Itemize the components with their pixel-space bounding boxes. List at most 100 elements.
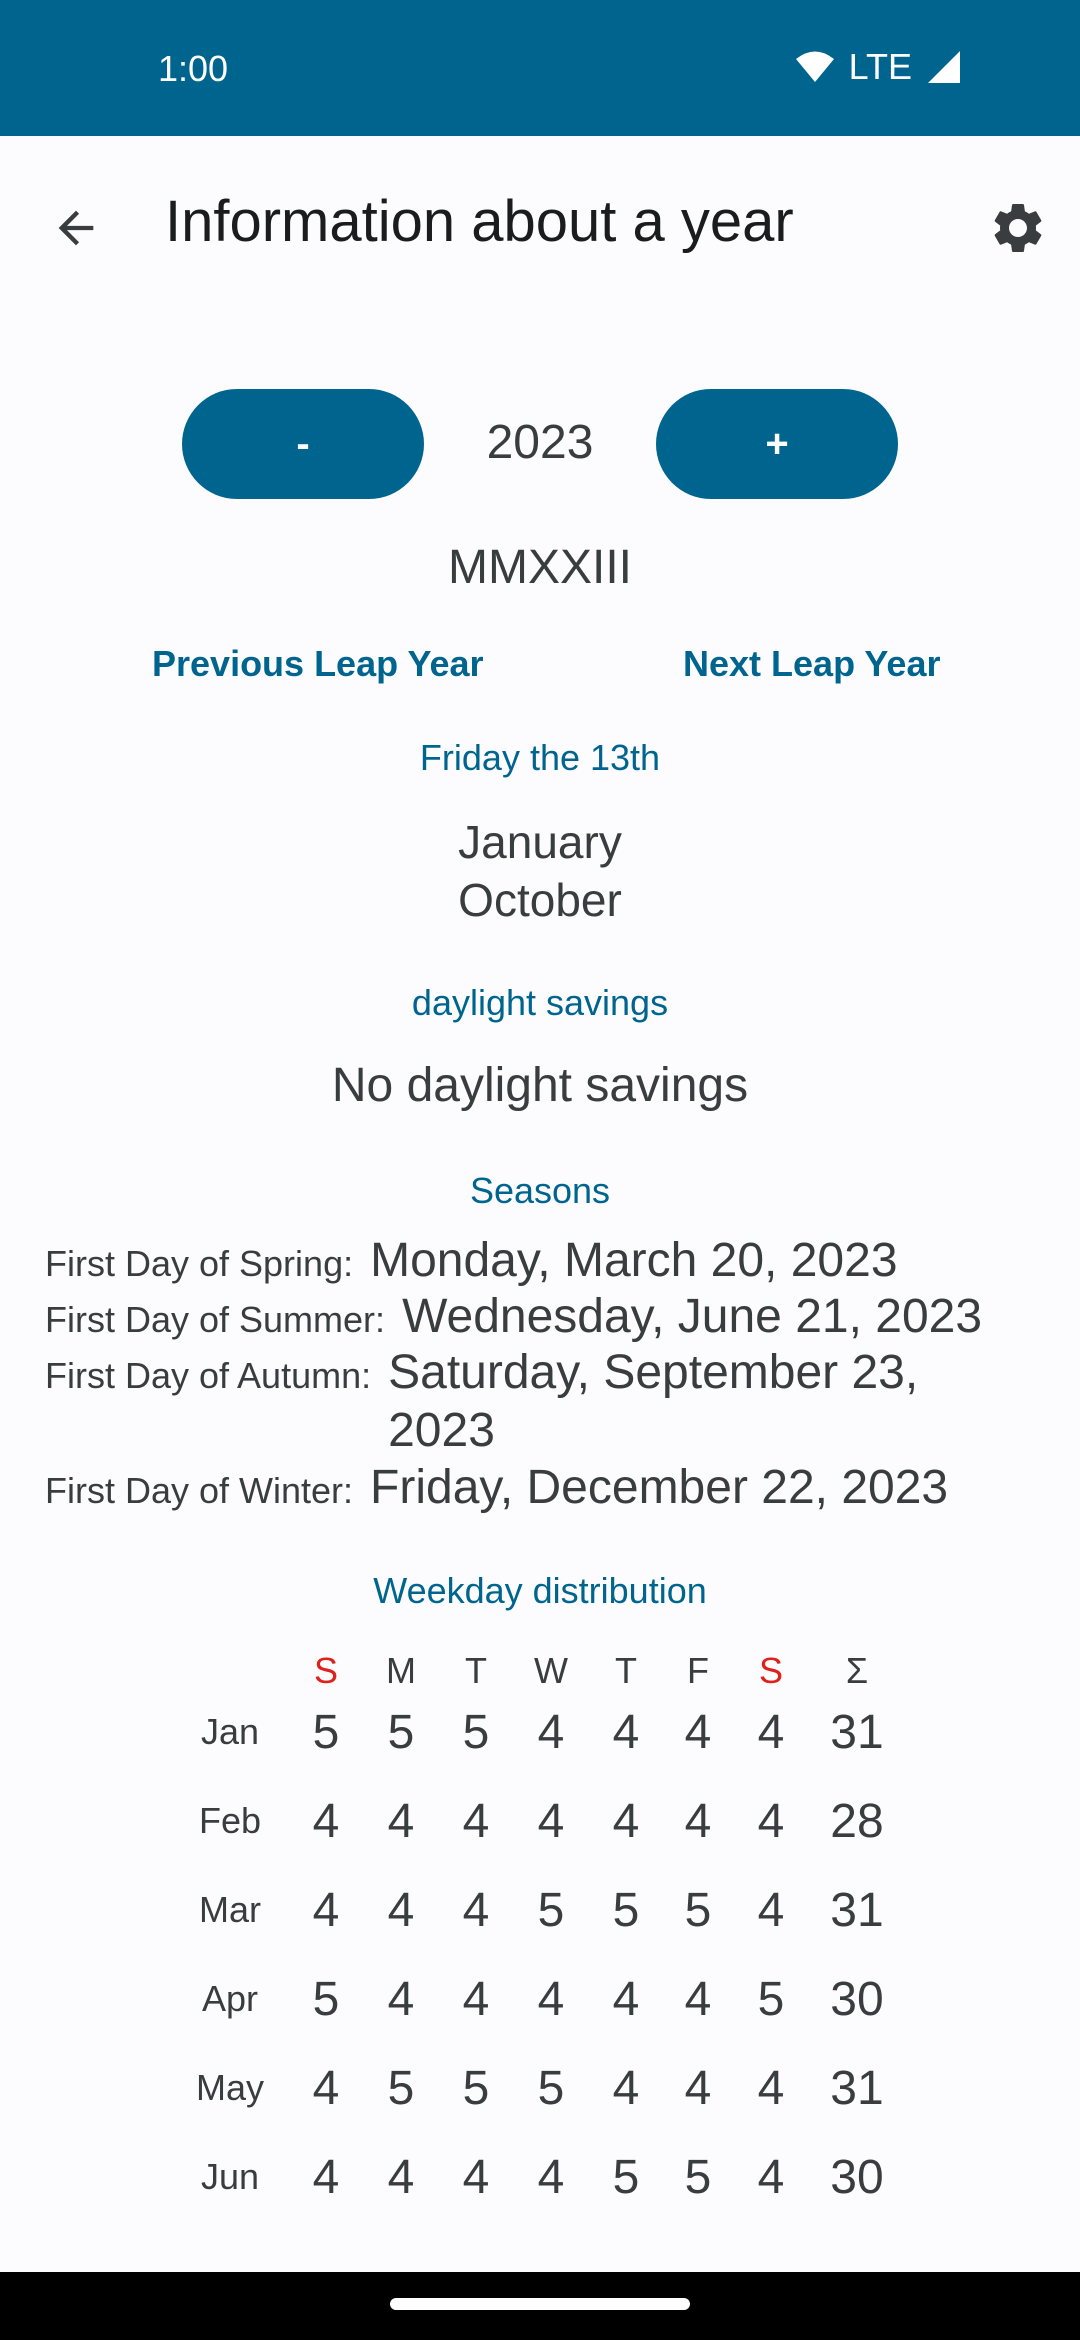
weekday-count: 4: [612, 1706, 640, 1759]
weekday-count: 4: [312, 1884, 340, 1937]
season-row-autumn: First Day of Autumn: Saturday, September…: [45, 1344, 978, 1460]
weekday-count: 5: [462, 1706, 490, 1759]
weekday-count: 5: [684, 2151, 712, 2204]
signal-icon: [926, 49, 962, 85]
weekday-count: 31: [830, 2062, 884, 2115]
weekday-count: 4: [757, 2151, 785, 2204]
weekday-count: 4: [537, 1795, 565, 1848]
weekday-header: F: [687, 1650, 709, 1691]
back-button[interactable]: [40, 192, 112, 264]
weekday-count: 4: [387, 2151, 415, 2204]
year-value: 2023: [486, 416, 594, 469]
weekday-count: 4: [387, 1973, 415, 2026]
friday13-month: October: [458, 874, 622, 926]
weekday-distribution-title: Weekday distribution: [373, 1570, 707, 1611]
season-label: First Day of Spring:: [45, 1243, 354, 1284]
month-label: Jun: [200, 2156, 260, 2197]
weekday-count: 4: [462, 1884, 490, 1937]
season-value: Monday, March 20, 2023: [370, 1234, 898, 1287]
weekday-header: M: [386, 1650, 416, 1691]
month-label: Mar: [199, 1889, 261, 1930]
decrement-year-button[interactable]: -: [182, 389, 424, 499]
weekday-count: 4: [757, 1706, 785, 1759]
weekday-count: 5: [684, 1884, 712, 1937]
weekday-count: 4: [537, 1706, 565, 1759]
weekday-header: S: [758, 1650, 783, 1691]
weekday-count: 4: [537, 1973, 565, 2026]
status-icons: LTE: [795, 46, 962, 88]
weekday-count: 31: [830, 1884, 884, 1937]
weekday-count: 4: [684, 2062, 712, 2115]
gear-icon: [994, 204, 1042, 252]
navigation-bar: [0, 2272, 1080, 2340]
home-handle[interactable]: [390, 2298, 690, 2310]
weekday-count: 4: [612, 1795, 640, 1848]
weekday-count: 30: [830, 1973, 884, 2026]
season-value: Wednesday, June 21, 2023: [402, 1290, 983, 1343]
weekday-count: 4: [684, 1795, 712, 1848]
month-label: Feb: [198, 1800, 262, 1841]
season-label: First Day of Summer:: [45, 1299, 386, 1340]
increment-year-button[interactable]: +: [656, 389, 898, 499]
friday13-title: Friday the 13th: [419, 737, 661, 778]
month-label: Jan: [200, 1711, 260, 1752]
season-row-summer: First Day of Summer: Wednesday, June 21,…: [45, 1288, 982, 1346]
weekday-count: 4: [387, 1795, 415, 1848]
settings-button[interactable]: [982, 192, 1054, 264]
previous-leap-year-button[interactable]: Previous Leap Year: [152, 643, 484, 684]
weekday-count: 4: [684, 1973, 712, 2026]
wifi-icon: [795, 50, 835, 84]
season-label: First Day of Winter:: [45, 1470, 354, 1511]
friday13-month: January: [458, 816, 622, 868]
weekday-count: 4: [757, 2062, 785, 2115]
weekday-count: 4: [387, 1884, 415, 1937]
roman-numeral: MMXXIII: [447, 541, 632, 594]
weekday-count: 5: [537, 2062, 565, 2115]
network-type: LTE: [848, 46, 912, 87]
next-leap-year-button[interactable]: Next Leap Year: [683, 643, 941, 684]
season-row-spring: First Day of Spring: Monday, March 20, 2…: [45, 1232, 898, 1290]
weekday-count: 4: [312, 2062, 340, 2115]
weekday-count: 30: [830, 2151, 884, 2204]
weekday-count: 5: [312, 1973, 340, 2026]
weekday-count: 4: [757, 1884, 785, 1937]
status-bar: 1:00 LTE: [0, 0, 1080, 136]
weekday-count: 5: [612, 2151, 640, 2204]
weekday-count: 5: [387, 2062, 415, 2115]
dst-title: daylight savings: [411, 982, 669, 1023]
season-value: Friday, December 22, 2023: [370, 1461, 949, 1514]
page-title: Information about a year: [165, 189, 794, 254]
seasons-title: Seasons: [469, 1170, 611, 1211]
weekday-count: 5: [462, 2062, 490, 2115]
season-label: First Day of Autumn:: [45, 1355, 372, 1396]
weekday-count: 4: [462, 1973, 490, 2026]
month-label: Apr: [201, 1978, 259, 2019]
dst-value: No daylight savings: [331, 1059, 749, 1112]
weekday-header: Σ: [845, 1650, 869, 1691]
season-value: Saturday, September 23, 2023: [388, 1346, 919, 1457]
weekday-header: W: [534, 1650, 568, 1691]
weekday-count: 5: [537, 1884, 565, 1937]
year-selector: - 2023 +: [0, 389, 1080, 499]
weekday-count: 4: [684, 1706, 712, 1759]
weekday-count: 4: [537, 2151, 565, 2204]
weekday-count: 5: [312, 1706, 340, 1759]
weekday-count: 4: [612, 2062, 640, 2115]
weekday-count: 4: [612, 1973, 640, 2026]
weekday-count: 5: [612, 1884, 640, 1937]
weekday-count: 4: [312, 2151, 340, 2204]
weekday-count: 4: [462, 2151, 490, 2204]
app-bar: Information about a year: [0, 136, 1080, 312]
weekday-count: 5: [757, 1973, 785, 2026]
back-arrow-icon: [58, 210, 94, 246]
weekday-count: 28: [830, 1795, 884, 1848]
weekday-count: 4: [312, 1795, 340, 1848]
weekday-count: 4: [757, 1795, 785, 1848]
weekday-header: T: [615, 1650, 637, 1691]
weekday-header: S: [313, 1650, 338, 1691]
weekday-count: 5: [387, 1706, 415, 1759]
season-row-winter: First Day of Winter: Friday, December 22…: [45, 1459, 948, 1517]
weekday-count: 4: [462, 1795, 490, 1848]
month-label: May: [195, 2067, 264, 2108]
weekday-header: T: [465, 1650, 487, 1691]
